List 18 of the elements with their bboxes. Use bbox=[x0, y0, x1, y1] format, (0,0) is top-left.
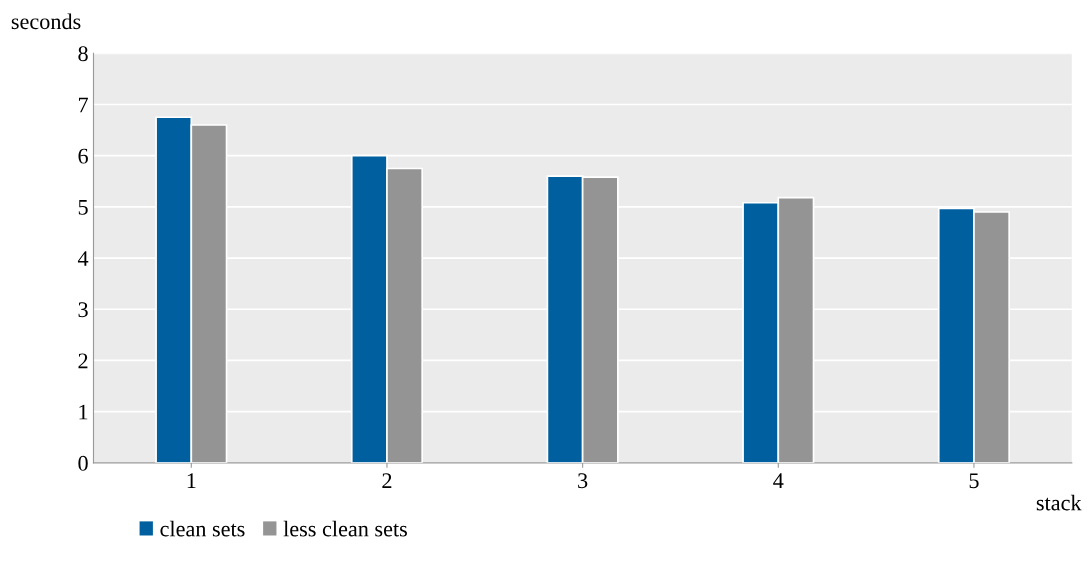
y-tick-label: 1 bbox=[79, 404, 88, 420]
y-tick-label: 7 bbox=[78, 97, 88, 113]
legend-label: clean sets bbox=[160, 520, 245, 537]
y-axis-title: seconds bbox=[11, 13, 81, 30]
x-axis-title: stack bbox=[1036, 494, 1082, 511]
x-tick-label: 4 bbox=[773, 473, 784, 488]
legend-label: less clean sets bbox=[283, 520, 407, 537]
y-tick-label: 0 bbox=[78, 455, 88, 471]
x-tick-label: 5 bbox=[969, 473, 979, 489]
y-tick-label: 4 bbox=[77, 251, 89, 266]
y-tick-label: 2 bbox=[78, 353, 88, 369]
x-tick-label: 1 bbox=[187, 473, 196, 488]
x-tick-label: 3 bbox=[578, 473, 588, 489]
y-tick-label: 5 bbox=[78, 200, 88, 215]
y-tick-label: 3 bbox=[78, 302, 88, 318]
y-tick-label: 8 bbox=[78, 46, 88, 62]
x-tick-label: 2 bbox=[382, 473, 392, 488]
y-tick-label: 6 bbox=[78, 148, 88, 164]
